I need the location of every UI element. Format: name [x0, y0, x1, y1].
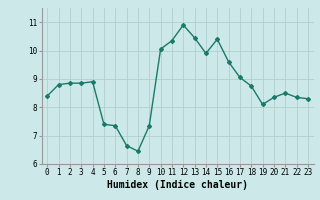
X-axis label: Humidex (Indice chaleur): Humidex (Indice chaleur): [107, 180, 248, 190]
